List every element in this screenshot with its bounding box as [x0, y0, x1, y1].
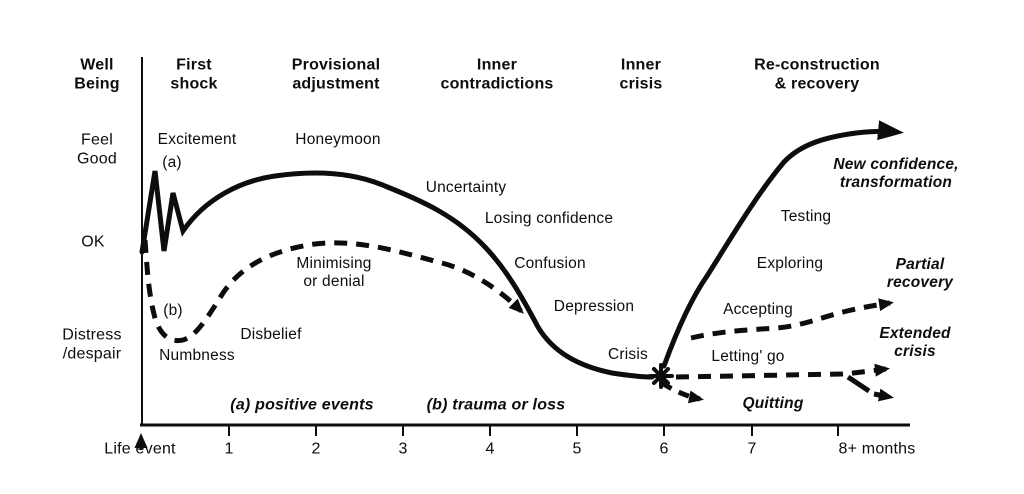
- label-a-marker: (a): [162, 154, 182, 172]
- xtick-5: 5: [572, 440, 582, 458]
- label-honeymoon: Honeymoon: [295, 131, 381, 149]
- label-numbness: Numbness: [159, 347, 235, 365]
- curve-paths-group: [134, 57, 910, 450]
- caption-positive-events: (a) positive events: [230, 396, 374, 414]
- label-partial-recovery: Partial recovery: [886, 256, 954, 291]
- phase-inner-contradictions: Inner contradictions: [440, 56, 554, 92]
- xtick-3: 3: [398, 440, 408, 458]
- extended-crisis-lower-arrow: [873, 388, 894, 402]
- xtick-8-months: 8+ months: [838, 440, 916, 458]
- label-letting-go: Letting' go: [711, 348, 785, 366]
- axis-title-well-being: Well Being: [74, 56, 120, 92]
- label-testing: Testing: [780, 208, 832, 226]
- xtick-6: 6: [659, 440, 669, 458]
- xtick-4: 4: [485, 440, 495, 458]
- label-minimising-or-denial: Minimising or denial: [296, 255, 372, 290]
- quitting-dashed-arrow: [660, 380, 704, 404]
- label-new-confidence: New confidence, transformation: [833, 156, 959, 191]
- label-accepting: Accepting: [723, 301, 793, 319]
- ytick-distress-despair: Distress /despair: [62, 326, 122, 362]
- xtick-1: 1: [224, 440, 234, 458]
- label-losing-confidence: Losing confidence: [484, 210, 614, 228]
- xtick-2: 2: [311, 440, 321, 458]
- phase-first-shock: First shock: [170, 56, 218, 92]
- ytick-feel-good: Feel Good: [77, 131, 117, 167]
- recovery-solid-arrow: [661, 120, 904, 369]
- label-disbelief: Disbelief: [240, 326, 302, 344]
- label-b-marker: (b): [163, 302, 183, 320]
- label-uncertainty: Uncertainty: [425, 179, 507, 197]
- x-axis-ticks: [228, 425, 839, 436]
- xtick-life-event: Life event: [104, 440, 176, 458]
- partial-recovery-dashed: [690, 298, 894, 341]
- phase-inner-crisis: Inner crisis: [619, 56, 663, 92]
- label-extended-crisis: Extended crisis: [879, 325, 951, 360]
- curve-a-solid: [139, 170, 655, 380]
- label-quitting: Quitting: [742, 395, 804, 413]
- crisis-star-marker: [648, 363, 674, 389]
- ytick-ok: OK: [81, 233, 105, 251]
- phase-reconstruction-recovery: Re-construction & recovery: [754, 56, 880, 92]
- label-confusion: Confusion: [514, 255, 586, 273]
- label-crisis: Crisis: [608, 346, 648, 364]
- caption-trauma-or-loss: (b) trauma or loss: [426, 396, 566, 414]
- xtick-7: 7: [747, 440, 757, 458]
- extended-crisis-fork: [846, 374, 871, 394]
- label-exploring: Exploring: [756, 255, 824, 273]
- label-excitement: Excitement: [157, 131, 237, 149]
- label-depression: Depression: [553, 298, 635, 316]
- curve-b-dashed: [142, 239, 524, 344]
- phase-provisional-adjustment: Provisional adjustment: [291, 56, 381, 92]
